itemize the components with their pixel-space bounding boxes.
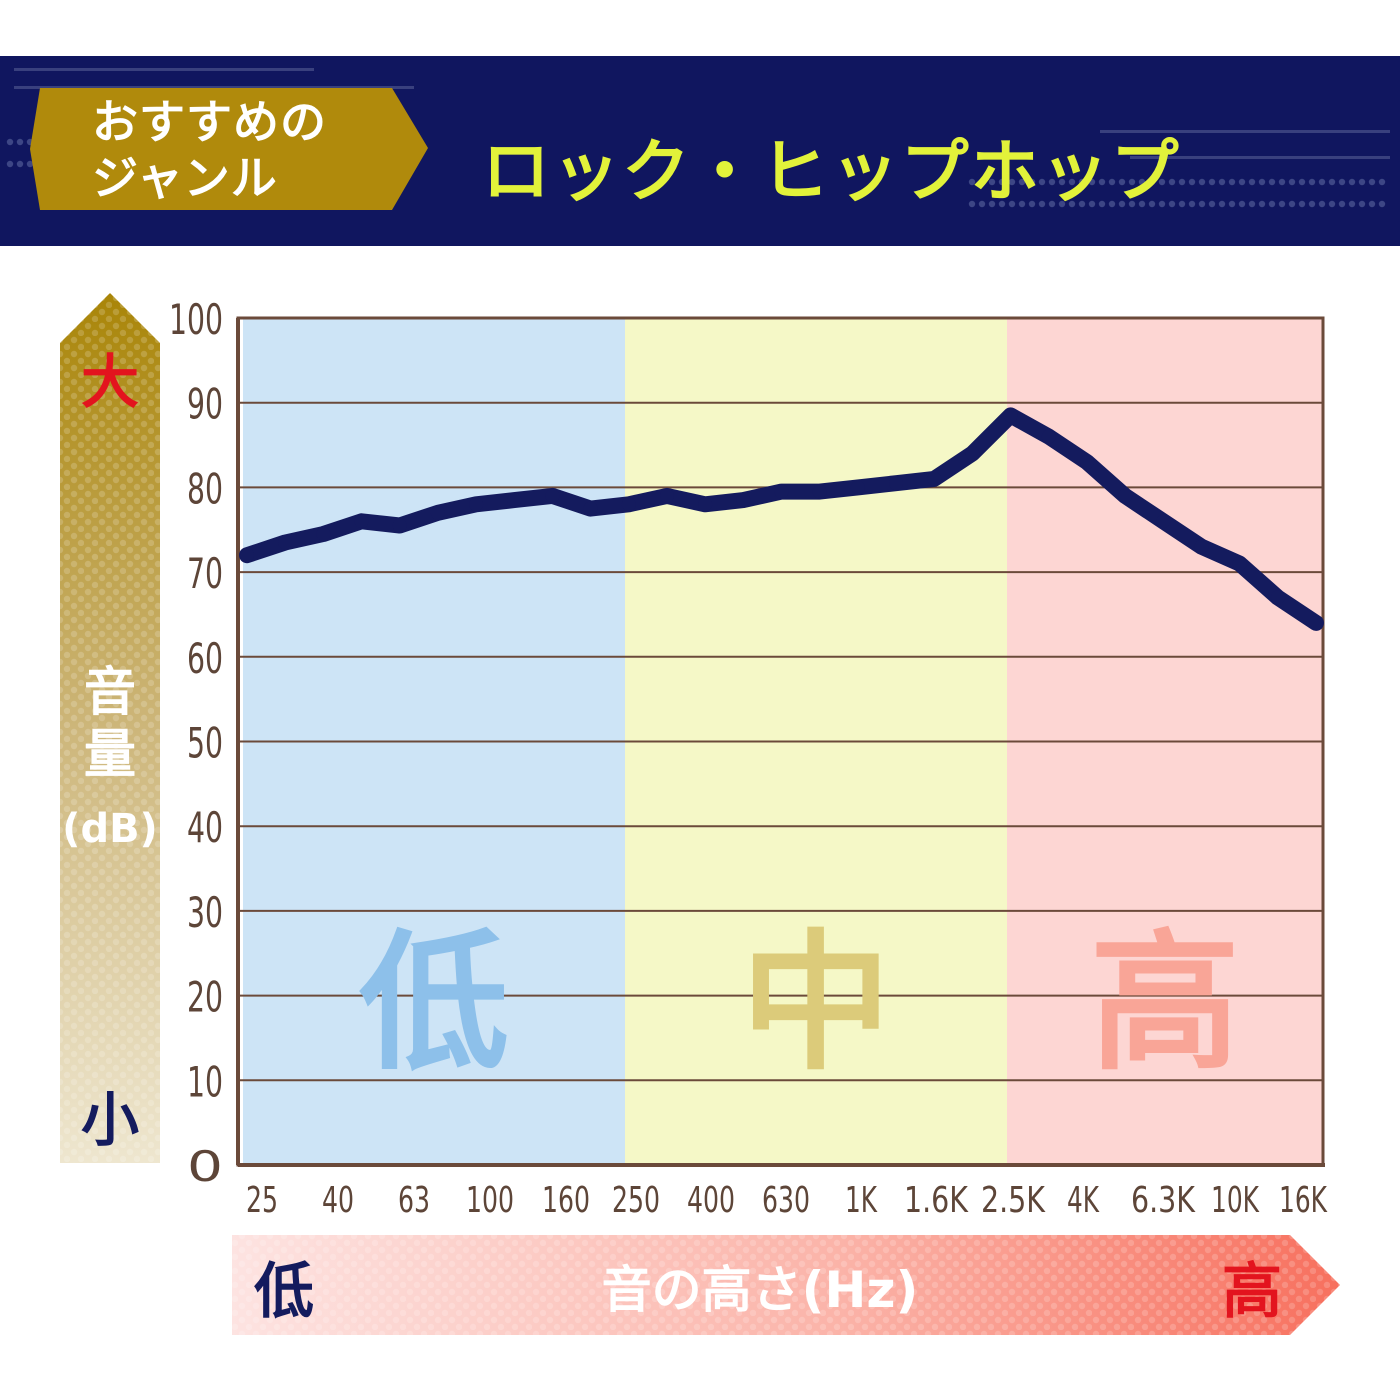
data-point xyxy=(1309,615,1323,630)
data-point xyxy=(354,514,369,529)
y-tick-label: 10 xyxy=(187,1057,223,1106)
data-point xyxy=(1118,488,1133,503)
data-point xyxy=(583,501,598,516)
x-tick-label: 160 xyxy=(542,1180,590,1221)
badge-background xyxy=(30,88,428,210)
x-left-marker: 低 xyxy=(254,1257,314,1327)
data-point xyxy=(240,548,254,563)
x-tick-label: 6.3K xyxy=(1131,1180,1196,1221)
band-labels: 低中高 xyxy=(359,917,1240,1091)
x-tick-label: 1.6K xyxy=(904,1180,969,1221)
header-banner: おすすめの ジャンル ロック・ヒップホップ xyxy=(0,56,1400,246)
y-axis-label-char-2: 量 xyxy=(84,725,136,785)
x-tick-label: 40 xyxy=(322,1180,354,1221)
y-tick-label: 70 xyxy=(187,549,223,598)
data-point xyxy=(1232,556,1247,571)
data-point xyxy=(1156,514,1171,529)
data-point xyxy=(659,488,674,503)
genre-badge: おすすめの ジャンル xyxy=(92,94,402,206)
x-tick-label: 63 xyxy=(398,1180,430,1221)
data-point xyxy=(1194,539,1209,554)
badge-line-2: ジャンル xyxy=(92,151,278,205)
x-tick-label: 2.5K xyxy=(981,1180,1046,1221)
data-point xyxy=(965,446,980,461)
x-tick-label: 630 xyxy=(762,1180,810,1221)
x-tick-label: 250 xyxy=(612,1180,660,1221)
x-tick-label: 4K xyxy=(1067,1180,1100,1221)
data-point xyxy=(316,526,331,541)
band-label: 中 xyxy=(741,917,891,1091)
y-tick-label: 30 xyxy=(187,888,223,937)
decor-line xyxy=(14,68,314,71)
x-axis-label: 音の高さ(Hz) xyxy=(602,1261,919,1319)
data-point xyxy=(736,493,751,508)
band-label: 低 xyxy=(359,917,509,1091)
data-point xyxy=(889,476,904,491)
x-right-marker: 高 xyxy=(1222,1257,1282,1327)
data-point xyxy=(1041,429,1056,444)
data-point xyxy=(278,535,293,550)
data-point xyxy=(545,488,560,503)
data-point xyxy=(1270,590,1285,605)
x-tick-label: 1K xyxy=(845,1180,878,1221)
y-tick-label: 20 xyxy=(187,973,223,1022)
decor-line xyxy=(1130,156,1390,159)
y-axis-label-char-1: 音 xyxy=(84,663,136,723)
y-tick-label: 100 xyxy=(169,295,223,344)
data-point xyxy=(621,497,636,512)
y-bottom-marker: 小 xyxy=(81,1086,139,1154)
data-point xyxy=(698,497,713,512)
band-label: 高 xyxy=(1090,917,1240,1091)
x-tick-labels: 25 40 63 100 160 250 400 630 1K 1.6K 2.5K 4K 6.3K 10K… xyxy=(246,1180,1328,1221)
x-tick-label: 16K xyxy=(1279,1180,1328,1221)
y-tick-labels: 0 10 20 30 40 50 60 70 80 90 100 xyxy=(169,295,223,1191)
x-axis-arrow xyxy=(232,1235,1340,1335)
y-tick-label: 50 xyxy=(187,719,223,768)
x-tick-label: 100 xyxy=(466,1180,514,1221)
data-point xyxy=(812,484,827,499)
y-tick-label: 80 xyxy=(187,464,223,513)
series-points xyxy=(240,408,1323,630)
x-tick-label: 25 xyxy=(246,1180,278,1221)
y-top-marker: 大 xyxy=(81,348,139,416)
data-point xyxy=(927,471,942,486)
data-point xyxy=(774,484,789,499)
badge-line-1: おすすめの xyxy=(92,95,327,149)
data-point xyxy=(850,480,865,495)
y-axis-arrow xyxy=(60,293,160,1163)
x-tick-label: 10K xyxy=(1211,1180,1260,1221)
data-point xyxy=(469,497,484,512)
y-tick-label: 60 xyxy=(187,634,223,683)
x-tick-label: 400 xyxy=(687,1180,735,1221)
y-tick-label: 40 xyxy=(187,803,223,852)
y-axis-unit: (dB) xyxy=(62,806,158,852)
genre-title: ロック・ヒップホップ xyxy=(482,133,1181,212)
data-point xyxy=(1079,454,1094,469)
data-point xyxy=(1003,408,1018,423)
y-tick-label: 90 xyxy=(187,380,223,429)
decor-line xyxy=(1100,130,1390,133)
data-point xyxy=(507,493,522,508)
data-point xyxy=(392,518,407,533)
decor-line xyxy=(14,86,414,89)
y-tick-label: 0 xyxy=(187,1142,223,1191)
data-point xyxy=(430,505,445,520)
